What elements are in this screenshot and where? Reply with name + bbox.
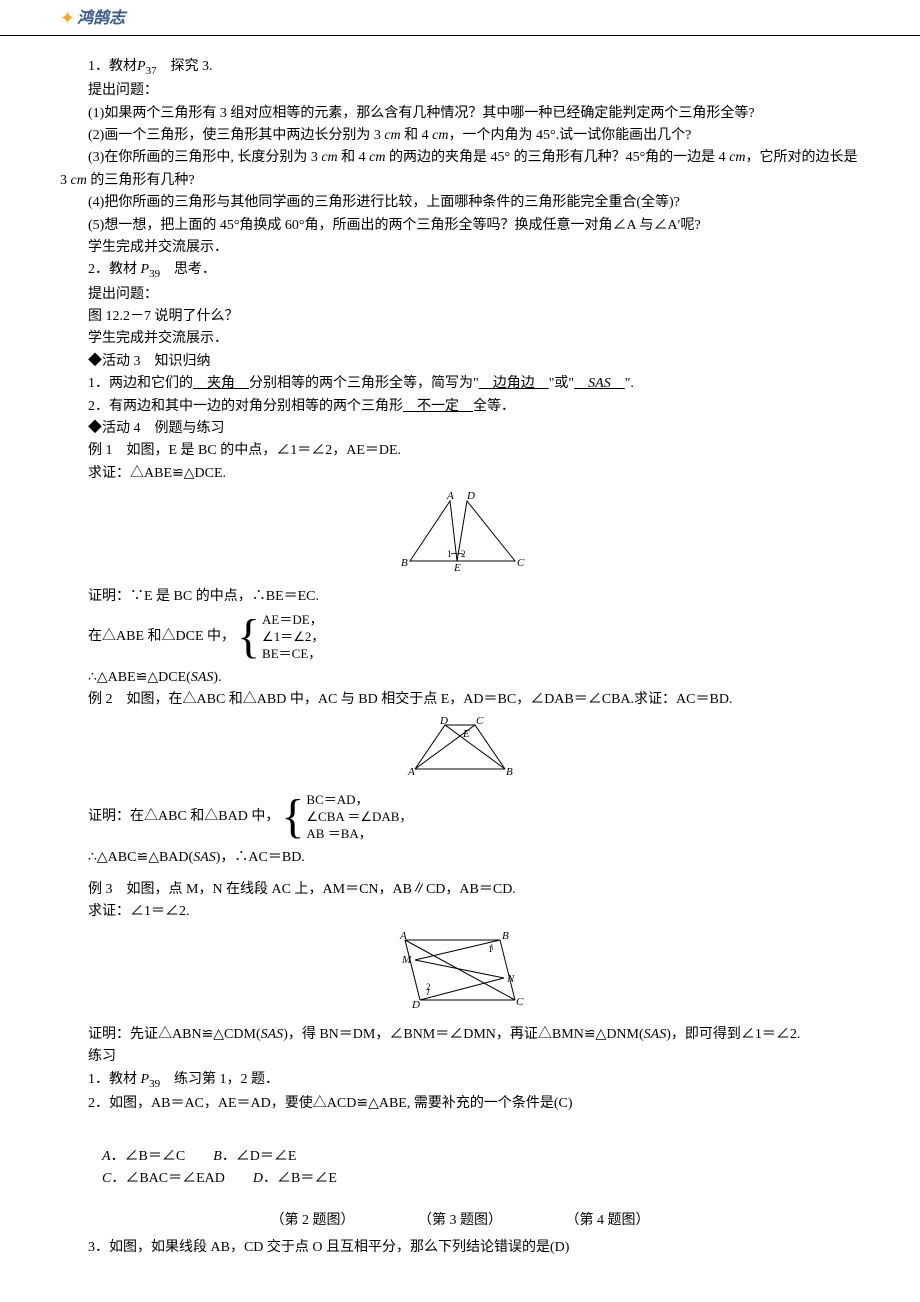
fig3-label-N: N — [506, 973, 515, 985]
line-1: 1．教材P37 探究 3. — [60, 56, 860, 80]
fig3-label-B: B — [502, 930, 509, 942]
fig2-label-B: B — [506, 766, 513, 777]
example-2-brace: 证明：在△ABC 和△BAD 中， { BC＝AD， ∠CBA ＝∠DAB， A… — [60, 792, 860, 843]
knowledge-1: 1．两边和它们的 夹角 分别相等的两个三角形全等，简写为" 边角边 "或" SA… — [60, 373, 860, 395]
line-6: (4)把你所画的三角形与其他同学画的三角形进行比较，上面哪种条件的三角形能完全重… — [60, 192, 860, 214]
example-3-line-1: 例 3 如图，点 M，N 在线段 AC 上，AM＝CN，AB∥CD，AB＝CD. — [60, 879, 860, 901]
bird-icon: ✦ — [60, 4, 75, 33]
line-5: (3)在你所画的三角形中, 长度分别为 3 cm 和 4 cm 的两边的夹角是 … — [60, 147, 860, 192]
figure-captions: （第 2 题图） （第 3 题图） （第 4 题图） — [60, 1210, 860, 1232]
practice-1: 1．教材 P39 练习第 1，2 题． — [60, 1069, 860, 1093]
fig2-label-A: A — [407, 766, 415, 777]
line-9: 2．教材 P39 思考． — [60, 259, 860, 283]
line-4: (2)画一个三角形，使三角形其中两边长分别为 3 cm 和 4 cm，一个内角为… — [60, 125, 860, 147]
example-2-line-1: 例 2 如图，在△ABC 和△ABD 中，AC 与 BD 相交于点 E，AD＝B… — [60, 689, 860, 711]
fig3-label-A: A — [399, 930, 407, 942]
figure-2: A B D C E — [60, 717, 860, 785]
line-3: (1)如果两个三角形有 3 组对应相等的元素，那么含有几种情况？其中哪一种已经确… — [60, 103, 860, 125]
fig3-label-C: C — [516, 996, 524, 1008]
practice-2-opt-a: A．∠B＝∠C B．∠D＝∠E — [60, 1146, 860, 1168]
line-8: 学生完成并交流展示． — [60, 237, 860, 259]
example-3-line-2: 求证：∠1＝∠2. — [60, 901, 860, 923]
fig2-label-E: E — [462, 728, 470, 740]
logo-text: 鸿鹄志 — [77, 6, 125, 32]
fig1-label-E: E — [453, 562, 461, 571]
practice-2: 2．如图，AB＝AC，AE＝AD，要使△ACD≌△ABE, 需要补充的一个条件是… — [60, 1093, 860, 1115]
document-body: 1．教材P37 探究 3. 提出问题： (1)如果两个三角形有 3 组对应相等的… — [0, 56, 920, 1299]
example-1-proof: 证明：∵E 是 BC 的中点，∴BE＝EC. — [60, 586, 860, 608]
activity-3-head: ◆活动 3 知识归纳 — [60, 351, 860, 373]
example-2-conclusion: ∴△ABC≌△BAD(SAS)，∴AC＝BD. — [60, 847, 860, 869]
logo: ✦ 鸿鹄志 — [60, 4, 125, 33]
example-1-conclusion: ∴△ABE≌△DCE(SAS). — [60, 667, 860, 689]
fig1-label-1: 1 — [447, 549, 452, 559]
practice-2-opt-c: C．∠BAC＝∠EAD D．∠B＝∠E — [60, 1168, 860, 1190]
example-1-line-2: 求证：△ABE≌△DCE. — [60, 463, 860, 485]
figure-3: A B C D M N 1 2 — [60, 930, 860, 1018]
fig3-label-M: M — [401, 954, 412, 966]
practice-3: 3．如图，如果线段 AB，CD 交于点 O 且互相平分，那么下列结论错误的是(D… — [60, 1237, 860, 1259]
fig1-label-B: B — [401, 557, 408, 569]
page-header: ✦ 鸿鹄志 — [0, 0, 920, 36]
line-2: 提出问题： — [60, 80, 860, 102]
example-1-line-1: 例 1 如图，E 是 BC 的中点，∠1＝∠2，AE＝DE. — [60, 440, 860, 462]
line-12: 学生完成并交流展示． — [60, 328, 860, 350]
activity-4-head: ◆活动 4 例题与练习 — [60, 418, 860, 440]
fig1-label-A: A — [446, 491, 454, 502]
fig1-label-C: C — [517, 557, 525, 569]
figure-1: A D B C E 1 2 — [60, 491, 860, 579]
fig2-label-D: D — [439, 717, 448, 727]
knowledge-2: 2．有两边和其中一边的对角分别相等的两个三角形 不一定 全等． — [60, 396, 860, 418]
fig3-label-D: D — [411, 999, 420, 1010]
fig1-label-D: D — [466, 491, 475, 502]
line-10: 提出问题： — [60, 284, 860, 306]
line-11: 图 12.2－7 说明了什么？ — [60, 306, 860, 328]
fig2-label-C: C — [476, 717, 484, 727]
practice-head: 练习 — [60, 1046, 860, 1068]
example-3-proof: 证明：先证△ABN≌△CDM(SAS)，得 BN＝DM，∠BNM＝∠DMN，再证… — [60, 1024, 860, 1046]
example-1-brace: 在△ABE 和△DCE 中， { AE＝DE， ∠1＝∠2， BE＝CE， — [60, 612, 860, 663]
line-7: (5)想一想，把上面的 45°角换成 60°角，所画出的两个三角形全等吗？换成任… — [60, 215, 860, 237]
